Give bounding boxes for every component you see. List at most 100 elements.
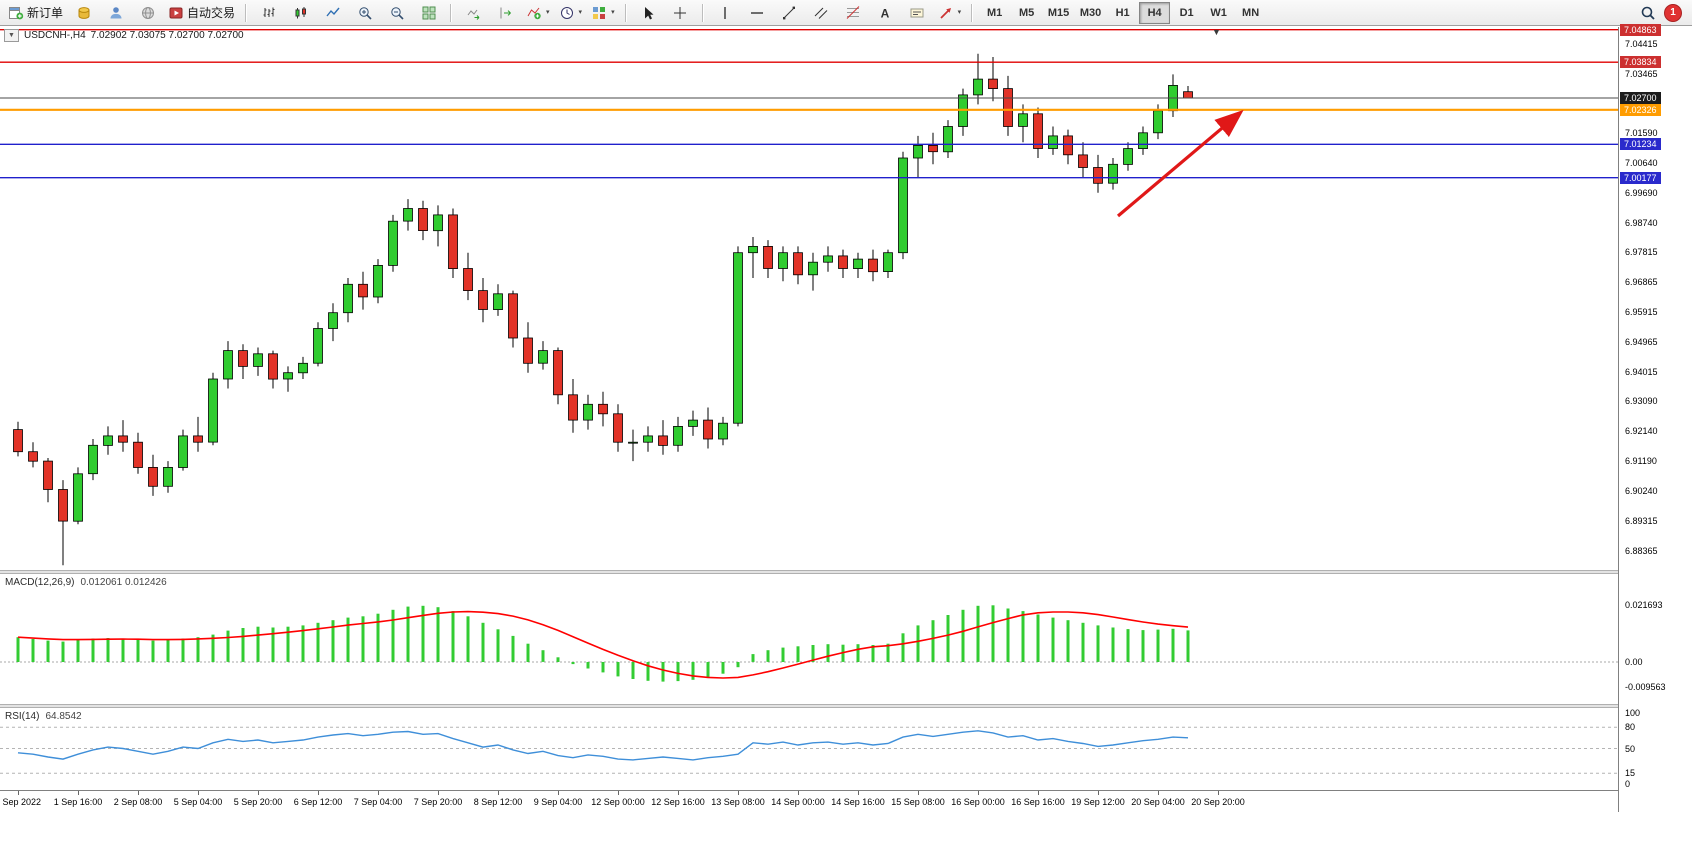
candle bbox=[778, 252, 788, 269]
tile-windows-icon bbox=[422, 6, 436, 19]
time-axis-label: 7 Sep 04:00 bbox=[353, 797, 403, 807]
zoom-in-button[interactable] bbox=[349, 1, 380, 25]
macd-bar bbox=[1051, 617, 1055, 662]
timeframe-mn[interactable]: MN bbox=[1242, 6, 1260, 19]
time-axis-tick bbox=[438, 791, 439, 795]
arrows-tool-button[interactable]: ▾ bbox=[934, 1, 966, 25]
macd-bar bbox=[736, 662, 740, 668]
tile-windows-button[interactable] bbox=[413, 1, 444, 25]
rsi-panel-canvas[interactable] bbox=[0, 708, 1618, 790]
periods-button[interactable]: ▾ bbox=[555, 1, 587, 25]
zoom-in-icon bbox=[358, 6, 372, 20]
horizontal-line-tool-button[interactable] bbox=[742, 1, 773, 25]
timeframe-m1[interactable]: M1 bbox=[986, 6, 1003, 19]
cursor-button[interactable] bbox=[633, 1, 664, 25]
time-axis-tick bbox=[1098, 791, 1099, 795]
one-click-trading-toggle[interactable]: ▼ bbox=[4, 29, 19, 42]
timeframe-h4[interactable]: H4 bbox=[1139, 1, 1171, 24]
macd-bar bbox=[916, 625, 920, 662]
candle bbox=[1123, 148, 1133, 165]
candlestick-chart-button[interactable] bbox=[285, 1, 316, 25]
candle bbox=[133, 441, 143, 468]
candle bbox=[928, 145, 938, 153]
macd-bar bbox=[421, 605, 425, 662]
rsi-scale-label: 15 bbox=[1625, 768, 1636, 779]
candle bbox=[163, 466, 173, 487]
macd-bar bbox=[826, 644, 830, 662]
macd-bar bbox=[196, 637, 200, 662]
zoom-out-button[interactable] bbox=[381, 1, 412, 25]
line-chart-button[interactable] bbox=[317, 1, 348, 25]
candle bbox=[73, 473, 83, 522]
candle bbox=[28, 451, 38, 462]
community-button[interactable] bbox=[132, 1, 163, 25]
search-icon[interactable] bbox=[1640, 5, 1656, 21]
notification-badge[interactable]: 1 bbox=[1664, 3, 1682, 22]
price-scale-label: 6.92140 bbox=[1625, 426, 1658, 437]
time-axis-tick bbox=[678, 791, 679, 795]
user-profile-button[interactable] bbox=[100, 1, 131, 25]
trend-arrow[interactable] bbox=[1116, 109, 1244, 218]
panel-divider[interactable] bbox=[0, 704, 1692, 708]
time-axis-label: 20 Sep 20:00 bbox=[1191, 797, 1245, 807]
channel-tool-button[interactable] bbox=[806, 1, 837, 25]
time-axis-label: 12 Sep 16:00 bbox=[651, 797, 705, 807]
new-order-button[interactable]: 新订单 bbox=[4, 1, 67, 25]
candle bbox=[643, 435, 653, 443]
price-scale[interactable]: 7.044157.034657.025157.015907.006406.996… bbox=[1618, 23, 1692, 812]
vertical-line-tool-button[interactable] bbox=[710, 1, 741, 25]
autotrading-icon bbox=[169, 7, 183, 18]
auto-scroll-button[interactable] bbox=[458, 1, 489, 25]
macd-bar bbox=[931, 620, 935, 662]
candle bbox=[1078, 154, 1088, 168]
indicators-button[interactable]: ▾ bbox=[522, 1, 554, 25]
trendline-tool-button[interactable] bbox=[774, 1, 805, 25]
bar-chart-button[interactable] bbox=[253, 1, 284, 25]
macd-bar bbox=[1171, 628, 1175, 662]
time-axis-tick bbox=[738, 791, 739, 795]
text-icon: A bbox=[881, 6, 890, 20]
coins-button[interactable] bbox=[68, 1, 99, 25]
text-label-tool-button[interactable] bbox=[902, 1, 933, 25]
candle bbox=[1093, 167, 1103, 184]
candle bbox=[658, 435, 668, 446]
chart-shift-marker-icon[interactable]: ▼ bbox=[1212, 27, 1221, 37]
macd-bar bbox=[181, 638, 185, 662]
toolbar-separator bbox=[701, 3, 704, 22]
macd-bar bbox=[1126, 629, 1130, 662]
timeframe-d1[interactable]: D1 bbox=[1179, 6, 1194, 19]
timeframe-m5[interactable]: M5 bbox=[1018, 6, 1035, 19]
templates-button[interactable]: ▾ bbox=[587, 1, 619, 25]
price-chart-canvas[interactable] bbox=[0, 27, 1618, 571]
hlines bbox=[0, 29, 1618, 179]
toolbar-separator bbox=[971, 3, 974, 22]
fibonacci-tool-button[interactable] bbox=[838, 1, 869, 25]
macd-bar bbox=[856, 644, 860, 662]
candles bbox=[13, 53, 1193, 566]
macd-bar bbox=[571, 662, 575, 665]
macd-bar bbox=[871, 645, 875, 662]
time-axis[interactable]: 1 Sep 2022 1 Sep 16:00 2 Sep 08:00 5 Sep 04… bbox=[0, 790, 1692, 812]
macd-bar bbox=[976, 605, 980, 662]
timeframe-m30[interactable]: M30 bbox=[1079, 6, 1102, 19]
timeframe-m15[interactable]: M15 bbox=[1047, 6, 1070, 19]
candle bbox=[568, 394, 578, 421]
time-axis-tick bbox=[618, 791, 619, 795]
candle bbox=[1138, 132, 1148, 150]
autotrading-button[interactable]: 自动交易 bbox=[164, 1, 239, 25]
timeframe-w1[interactable]: W1 bbox=[1210, 6, 1227, 19]
panel-divider[interactable] bbox=[0, 570, 1692, 574]
macd-bar bbox=[811, 645, 815, 662]
crosshair-button[interactable] bbox=[665, 1, 696, 25]
candle bbox=[253, 353, 263, 367]
cursor-icon bbox=[645, 6, 654, 19]
candle bbox=[388, 220, 398, 266]
macd-bar bbox=[226, 630, 230, 662]
clock-icon bbox=[560, 6, 573, 19]
timeframe-h1[interactable]: H1 bbox=[1115, 6, 1130, 19]
chart-shift-button[interactable] bbox=[490, 1, 521, 25]
text-tool-button[interactable]: A bbox=[870, 1, 901, 25]
macd-bar bbox=[286, 626, 290, 662]
candle bbox=[508, 293, 518, 339]
macd-panel-canvas[interactable] bbox=[0, 574, 1618, 704]
